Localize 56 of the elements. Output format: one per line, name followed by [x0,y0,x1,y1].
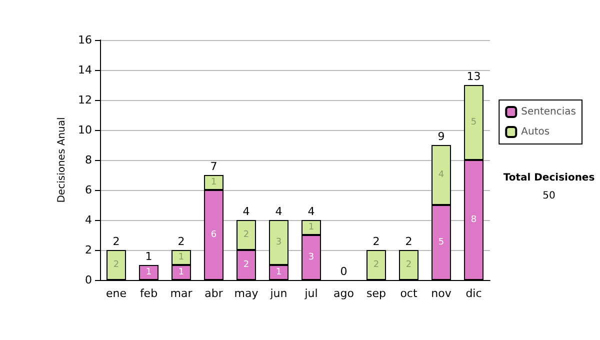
total-label: 2 [405,235,412,248]
y-tick-label: 12 [78,94,92,106]
x-tick-label: nov [431,287,452,300]
x-tick-label: ago [334,287,354,300]
y-tick-label: 10 [78,124,92,136]
x-tick-label: abr [204,287,224,300]
y-tick-label: 16 [78,34,92,46]
data-label: 4 [438,170,444,180]
y-tick-label: 2 [85,244,92,256]
x-tick-label: jun [269,287,288,300]
data-label: 2 [373,260,380,270]
y-tick-label: 0 [85,274,92,286]
x-tick-label: may [234,287,259,300]
data-label: 3 [276,238,282,248]
x-tick-label: dic [466,287,482,300]
data-label: 8 [470,215,477,225]
data-label: 1 [210,178,217,188]
y-axis-title: Decisiones Anual [56,117,68,203]
x-tick-label: jul [304,287,318,300]
total-label: 4 [242,205,250,218]
legend-label: Sentencias [521,106,576,118]
data-label: 1 [308,222,314,232]
data-label: 3 [308,252,314,262]
total-label: 1 [145,250,152,263]
y-tick-label: 6 [85,184,92,196]
total-label: 2 [112,235,120,248]
y-tick-label: 4 [85,214,92,226]
total-label: 4 [308,205,315,218]
x-tick-label: feb [140,287,158,300]
data-label: 1 [178,252,184,262]
data-label: 2 [113,260,120,270]
total-label: 9 [438,130,445,143]
data-label: 2 [243,230,250,240]
data-label: 5 [470,118,477,128]
x-tick-label: oct [400,287,418,300]
total-label: 4 [275,205,282,218]
data-label: 5 [438,238,444,248]
total-label: 2 [178,235,185,248]
x-tick-label: sep [366,287,386,300]
x-tick-label: mar [170,287,193,300]
data-label: 1 [146,268,152,278]
total-label: 0 [340,265,348,278]
data-label: 1 [276,268,282,278]
x-tick-label: ene [106,287,127,300]
data-label: 2 [406,260,412,270]
total-label: 7 [210,160,218,173]
text: 50 [542,190,556,202]
data-label: 6 [210,230,217,240]
y-tick-label: 8 [85,154,92,166]
legend-label: Autos [521,126,550,138]
data-label: 1 [178,268,184,278]
total-label: 2 [372,235,380,248]
data-label: 2 [243,260,250,270]
total-label: 13 [466,70,481,83]
y-tick-label: 14 [78,64,92,76]
text: Total Decisiones [503,172,595,184]
